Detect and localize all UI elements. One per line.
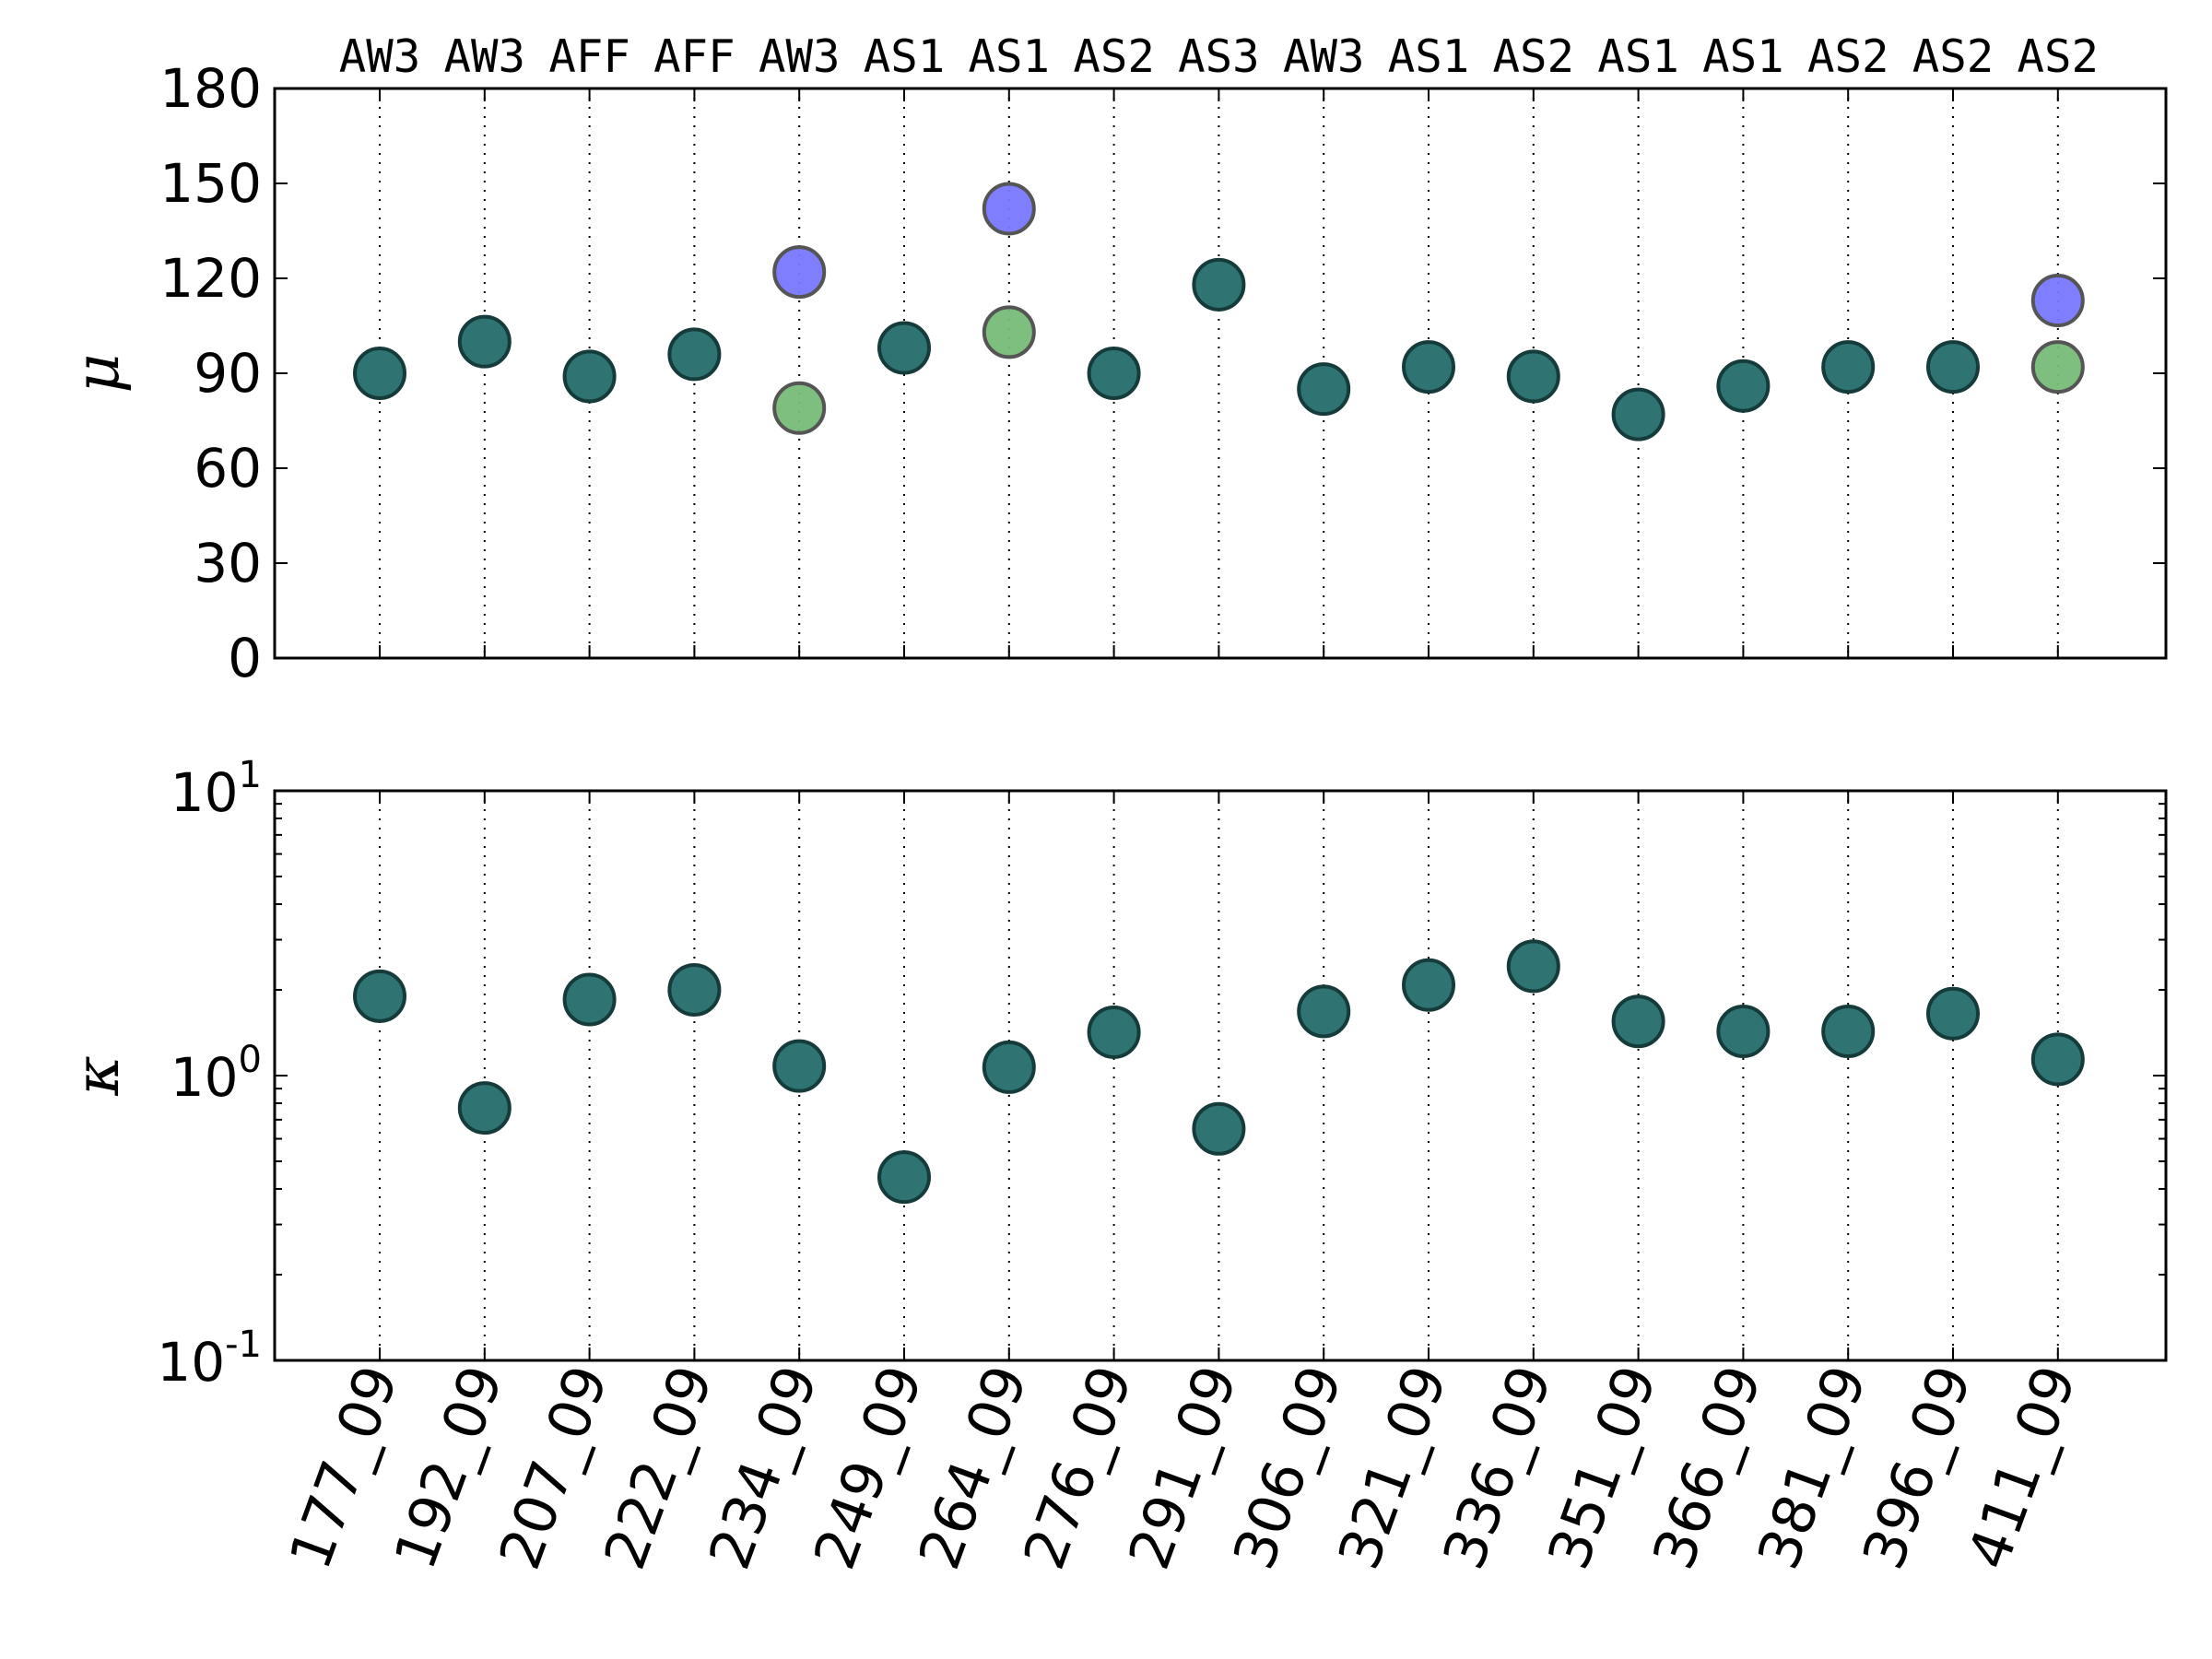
top-category-label: AS2 bbox=[1807, 30, 1889, 83]
top-data-point bbox=[2030, 274, 2085, 328]
bottom-data-point bbox=[772, 1039, 827, 1093]
bottom-data-point bbox=[457, 1081, 512, 1135]
bottom-data-point bbox=[1611, 994, 1665, 1049]
top-panel: 0 30 60 90 120 150 180 AW3 AW3 AFF AFF AW3 AS1 AS1 AS2… bbox=[62, 30, 2168, 689]
top-ytick-label: 120 bbox=[159, 247, 262, 310]
bottom-data-point bbox=[877, 1150, 931, 1205]
top-category-label: AW3 bbox=[759, 30, 841, 83]
bottom-ytick-label: 101 bbox=[171, 754, 262, 824]
bottom-ytick-label: 100 bbox=[171, 1039, 262, 1109]
bottom-data-point bbox=[1926, 986, 1980, 1041]
top-category-label: AS1 bbox=[1702, 30, 1784, 83]
top-data-point bbox=[877, 321, 931, 375]
top-ytick-label: 30 bbox=[194, 532, 262, 594]
bottom-data-point bbox=[1716, 1005, 1771, 1059]
top-ytick-label: 0 bbox=[228, 627, 262, 689]
bottom-ytick-label-exponent: -1 bbox=[225, 1324, 262, 1366]
top-category-label: AS2 bbox=[2018, 30, 2100, 83]
top-category-label: AW3 bbox=[1283, 30, 1365, 83]
top-data-point bbox=[1821, 340, 1876, 394]
top-data-point bbox=[353, 347, 406, 400]
bottom-ytick-label-base: 10 bbox=[157, 1331, 225, 1394]
bottom-data-point bbox=[562, 972, 617, 1027]
top-category-label: AFF bbox=[548, 30, 630, 83]
top-data-point bbox=[1402, 340, 1455, 394]
bottom-data-point bbox=[1506, 939, 1560, 994]
top-data-point bbox=[1087, 347, 1141, 400]
top-category-label: AW3 bbox=[339, 30, 421, 83]
top-category-label: AS2 bbox=[1493, 30, 1575, 83]
bottom-ytick-label-base: 10 bbox=[171, 1046, 239, 1109]
top-category-label: AS2 bbox=[1912, 30, 1994, 83]
top-category-label: AS1 bbox=[969, 30, 1051, 83]
top-data-point bbox=[1611, 387, 1665, 441]
top-data-point bbox=[562, 349, 617, 404]
top-data-point bbox=[1297, 362, 1351, 417]
bottom-data-point bbox=[1192, 1101, 1246, 1156]
top-category-label: AS2 bbox=[1073, 30, 1155, 83]
top-data-point bbox=[667, 327, 722, 382]
bottom-axes-frame bbox=[273, 789, 2168, 1362]
bottom-ylabel: κ bbox=[62, 1055, 133, 1096]
top-data-point bbox=[1926, 340, 1980, 394]
bottom-data-point bbox=[1297, 984, 1351, 1039]
top-ytick-label: 90 bbox=[194, 342, 262, 405]
bottom-data-point bbox=[667, 962, 722, 1017]
top-data-point bbox=[772, 245, 827, 300]
top-ylabel: μ bbox=[62, 354, 133, 394]
top-data-point bbox=[772, 381, 827, 435]
bottom-ytick-label: 10-1 bbox=[157, 1324, 262, 1394]
bottom-data-point bbox=[982, 1040, 1036, 1094]
top-category-label: AS1 bbox=[1597, 30, 1679, 83]
top-ytick-label: 180 bbox=[159, 57, 262, 120]
top-ytick-label: 150 bbox=[159, 152, 262, 215]
bottom-ytick-label-exponent: 1 bbox=[239, 754, 262, 796]
top-data-point bbox=[1506, 349, 1560, 404]
bottom-ytick-label-base: 10 bbox=[171, 761, 239, 824]
bottom-data-point bbox=[1402, 958, 1455, 1012]
top-data-point bbox=[982, 182, 1036, 236]
top-category-label: AFF bbox=[653, 30, 735, 83]
top-data-point bbox=[457, 314, 512, 369]
top-axes-frame bbox=[273, 87, 2168, 660]
top-ytick-label: 60 bbox=[194, 437, 262, 500]
bottom-data-point bbox=[1821, 1005, 1876, 1059]
bottom-ytick-label-exponent: 0 bbox=[239, 1039, 262, 1081]
top-category-label: AW3 bbox=[444, 30, 526, 83]
top-category-label: AS1 bbox=[1388, 30, 1470, 83]
top-data-point bbox=[1192, 257, 1246, 312]
top-data-point bbox=[2030, 340, 2085, 394]
bottom-data-point bbox=[2030, 1032, 2085, 1087]
bottom-data-point bbox=[1087, 1005, 1141, 1059]
top-data-point bbox=[1716, 359, 1771, 413]
top-data-point bbox=[982, 305, 1036, 359]
top-category-label: AS3 bbox=[1178, 30, 1260, 83]
top-category-label: AS1 bbox=[864, 30, 946, 83]
bottom-data-point bbox=[353, 969, 406, 1023]
